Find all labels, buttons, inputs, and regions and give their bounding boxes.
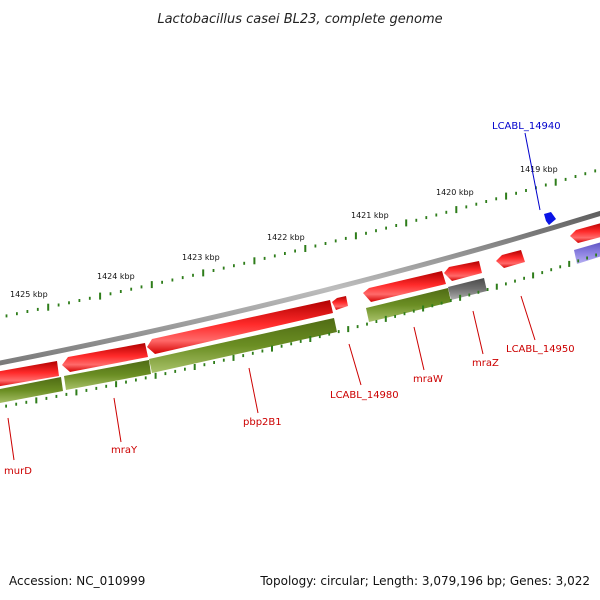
label-lcabl-14950[interactable]: LCABL_14950 [506, 344, 575, 355]
protein-mraw[interactable] [366, 288, 451, 322]
scale-labels: 1425 kbp 1424 kbp 1423 kbp 1422 kbp 1421… [10, 165, 558, 299]
leader-mraw [413, 326, 425, 371]
protein-mraz[interactable] [448, 278, 487, 300]
label-lcabl-14980[interactable]: LCABL_14980 [330, 390, 399, 401]
gene-pbp2b1[interactable] [147, 300, 333, 354]
protein-features [0, 241, 600, 404]
accession-text: Accession: NC_010999 [9, 574, 145, 588]
topology-text: Topology: circular; Length: 3,079,196 bp… [259, 574, 590, 588]
leader-lcabl-14950 [520, 295, 536, 341]
kbp-label-1420: 1420 kbp [436, 188, 474, 197]
kbp-label-1424: 1424 kbp [97, 272, 135, 281]
leader-lines [7, 132, 541, 461]
feature-labels: murD mraY pbp2B1 LCABL_14980 mraW mraZ L… [4, 121, 575, 477]
gene-murd[interactable] [0, 361, 59, 387]
leader-pbp2b1 [248, 367, 259, 414]
protein-mray[interactable] [64, 360, 151, 390]
label-lcabl-14940[interactable]: LCABL_14940 [492, 121, 561, 132]
protein-pbp2b1[interactable] [149, 318, 337, 373]
gene-mraz[interactable] [444, 261, 482, 281]
kbp-label-1419: 1419 kbp [520, 165, 558, 174]
protein-right-edge[interactable] [574, 241, 600, 264]
label-mray[interactable]: mraY [111, 445, 138, 456]
leader-lcabl-14980 [348, 343, 362, 386]
kbp-label-1423: 1423 kbp [182, 253, 220, 262]
map-title: Lactobacillus casei BL23, complete genom… [157, 12, 442, 27]
label-pbp2b1[interactable]: pbp2B1 [243, 417, 282, 428]
kbp-label-1422: 1422 kbp [267, 233, 305, 242]
label-mraz[interactable]: mraZ [472, 358, 499, 369]
kbp-label-1421: 1421 kbp [351, 211, 389, 220]
gene-mraw[interactable] [363, 271, 446, 302]
gene-right-edge-red[interactable] [570, 222, 600, 243]
leader-lcabl-14940 [524, 132, 541, 211]
kbp-label-1425: 1425 kbp [10, 290, 48, 299]
lcabl-14940-marker[interactable] [544, 212, 556, 225]
protein-murd[interactable] [0, 377, 63, 404]
gene-mray[interactable] [62, 343, 148, 372]
leader-mray [113, 397, 122, 443]
gene-lcabl-14980[interactable] [332, 296, 348, 310]
genome-backbone [0, 210, 600, 366]
leader-murd [7, 417, 15, 461]
inner-tick-ring [5, 253, 597, 408]
label-murd[interactable]: murD [4, 466, 32, 477]
gene-lcabl-14950[interactable] [496, 250, 525, 268]
label-mraw[interactable]: mraW [413, 374, 443, 385]
scale-ring [5, 169, 597, 318]
leader-mraz [472, 310, 484, 355]
reverse-features [0, 222, 600, 387]
